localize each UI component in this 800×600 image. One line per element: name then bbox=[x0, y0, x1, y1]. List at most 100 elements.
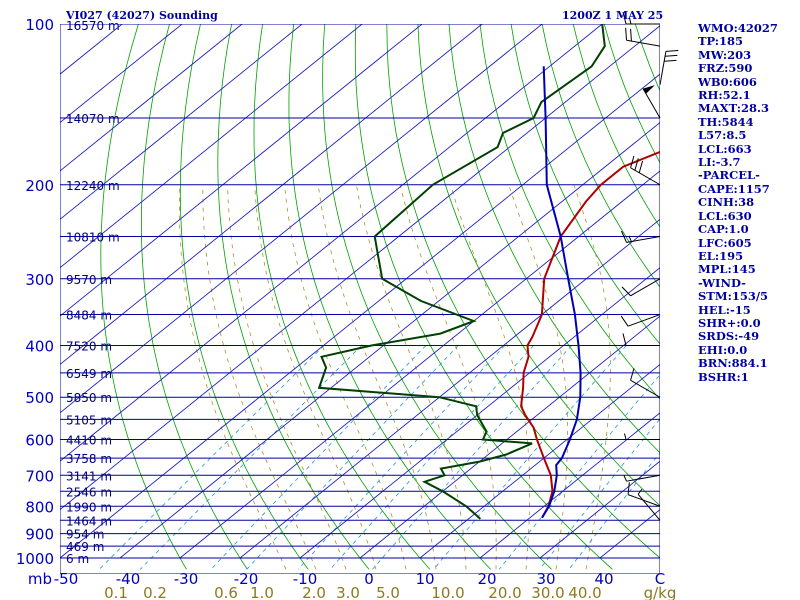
height-label: 12240 m bbox=[66, 179, 120, 193]
isotherm bbox=[359, 315, 660, 559]
stat-item: BRN:884.1 bbox=[698, 356, 768, 371]
dry-adiabat bbox=[510, 24, 660, 345]
wind-barb bbox=[627, 482, 661, 507]
mixing-ratio-tick-label: 1.0 bbox=[250, 584, 274, 600]
mixing-ratio-tick-label: 2.0 bbox=[302, 584, 326, 600]
dry-adiabat bbox=[479, 24, 660, 400]
height-label: 3758 m bbox=[66, 452, 112, 466]
stat-item: MAXT:28.3 bbox=[698, 101, 769, 116]
dewpoint-line bbox=[317, 24, 606, 520]
height-label: 16570 m bbox=[66, 19, 120, 33]
pressure-tick-label: 1000 bbox=[16, 550, 54, 568]
temperature-tick-label: 0 bbox=[364, 570, 374, 588]
moist-adiabat bbox=[178, 184, 287, 570]
stat-item: TH:5844 bbox=[698, 114, 754, 129]
stat-item: LCL:663 bbox=[698, 141, 752, 156]
mixing-ratio-line bbox=[99, 345, 325, 570]
mixing-ratio-tick-label: 0.6 bbox=[214, 584, 238, 600]
isotherm bbox=[60, 24, 303, 220]
temperature-tick-label: -30 bbox=[174, 570, 199, 588]
stat-item: -WIND- bbox=[698, 275, 746, 290]
stat-item: CAP:1.0 bbox=[698, 222, 749, 237]
mixing-ratio-line bbox=[329, 345, 534, 570]
stat-item: SHR+:0.0 bbox=[698, 315, 761, 330]
pressure-tick-label: 800 bbox=[25, 498, 54, 516]
mixing-ratio-line bbox=[433, 345, 627, 570]
height-label: 469 m bbox=[66, 540, 104, 554]
mixing-ratio-tick-label: 20.0 bbox=[488, 584, 521, 600]
dry-adiabat bbox=[541, 24, 660, 288]
mixing-ratio-line bbox=[568, 452, 660, 570]
isotherm bbox=[60, 24, 603, 462]
height-label: 7520 m bbox=[66, 340, 112, 354]
height-label: 6549 m bbox=[66, 367, 112, 381]
height-label: 5105 m bbox=[66, 413, 112, 427]
stat-item: CAPE:1157 bbox=[698, 181, 770, 196]
stat-item: LI:-3.7 bbox=[698, 155, 741, 170]
mixing-ratio-tick-label: 10.0 bbox=[431, 584, 464, 600]
wind-barb bbox=[623, 474, 661, 482]
height-label: 10810 m bbox=[66, 230, 120, 244]
moist-adiabat bbox=[254, 184, 377, 570]
dry-adiabat bbox=[288, 24, 491, 570]
pressure-tick-label: 100 bbox=[25, 16, 54, 34]
chart-grid bbox=[60, 24, 660, 574]
isotherm bbox=[60, 25, 660, 511]
isotherm bbox=[60, 24, 543, 414]
height-label: 8484 m bbox=[66, 309, 112, 323]
moist-adiabat bbox=[227, 184, 347, 570]
wind-barb bbox=[630, 368, 661, 398]
stats-panel: WMO:42027 TP:185 MW:203 FRZ:590 WB0:606 RH:52… bbox=[698, 21, 798, 384]
dry-adiabat bbox=[140, 24, 248, 570]
dry-adiabat bbox=[253, 24, 431, 570]
sounding-time: 1200Z 1 MAY 25 bbox=[562, 9, 663, 22]
temperature-tick-label: 20 bbox=[477, 570, 496, 588]
pressure-tick-label: 300 bbox=[25, 271, 54, 289]
mixing-ratio-tick-label: 5.0 bbox=[376, 584, 400, 600]
wind-barb bbox=[622, 333, 660, 347]
height-label: 6 m bbox=[66, 552, 89, 566]
moist-adiabat bbox=[508, 184, 568, 570]
stat-item: SRDS:-49 bbox=[698, 329, 760, 344]
stat-item: MPL:145 bbox=[698, 262, 756, 277]
height-label: 954 m bbox=[66, 528, 104, 542]
dry-adiabat bbox=[100, 24, 187, 570]
dry-adiabat bbox=[417, 24, 660, 507]
pressure-tick-label: 600 bbox=[25, 432, 54, 450]
height-label: 2546 m bbox=[66, 485, 112, 499]
wind-barb bbox=[642, 85, 661, 119]
stat-item: EL:195 bbox=[698, 248, 744, 263]
mixing-ratio-tick-label: 40.0 bbox=[568, 584, 601, 600]
temperature-tick-label: -10 bbox=[293, 570, 318, 588]
temperature-line bbox=[520, 150, 660, 519]
wind-barb bbox=[659, 49, 679, 85]
stat-item: RH:52.1 bbox=[698, 88, 751, 103]
mixing-ratio-line bbox=[210, 345, 427, 570]
mixing-ratio-tick-label: g/kg bbox=[644, 584, 677, 600]
stat-item: EHI:0.0 bbox=[698, 342, 748, 357]
wind-barb bbox=[622, 11, 660, 25]
stat-item: WMO:42027 bbox=[698, 21, 778, 35]
stat-item: FRZ:590 bbox=[698, 61, 753, 76]
isotherm bbox=[119, 121, 660, 559]
parcel-line bbox=[541, 66, 582, 519]
wind-barb bbox=[620, 314, 661, 327]
mixing-ratio-line bbox=[498, 374, 660, 570]
isotherm bbox=[419, 363, 660, 559]
isotherm bbox=[60, 24, 423, 317]
height-label: 3141 m bbox=[66, 469, 112, 483]
pressure-tick-label: 400 bbox=[25, 338, 54, 356]
moist-adiabat bbox=[284, 184, 407, 570]
dry-adiabat bbox=[354, 24, 613, 570]
stat-item: LFC:605 bbox=[698, 235, 752, 250]
moist-adiabat bbox=[450, 184, 531, 570]
mixing-ratio-line bbox=[139, 345, 362, 570]
stat-item: CINH:38 bbox=[698, 195, 755, 210]
isotherm bbox=[479, 412, 660, 559]
moist-adiabat bbox=[202, 184, 317, 570]
wind-barb bbox=[637, 488, 661, 521]
temperature-tick-label: 40 bbox=[594, 570, 613, 588]
wind-barb bbox=[625, 27, 661, 47]
dry-adiabat bbox=[322, 24, 552, 570]
height-label: 1464 m bbox=[66, 514, 112, 528]
